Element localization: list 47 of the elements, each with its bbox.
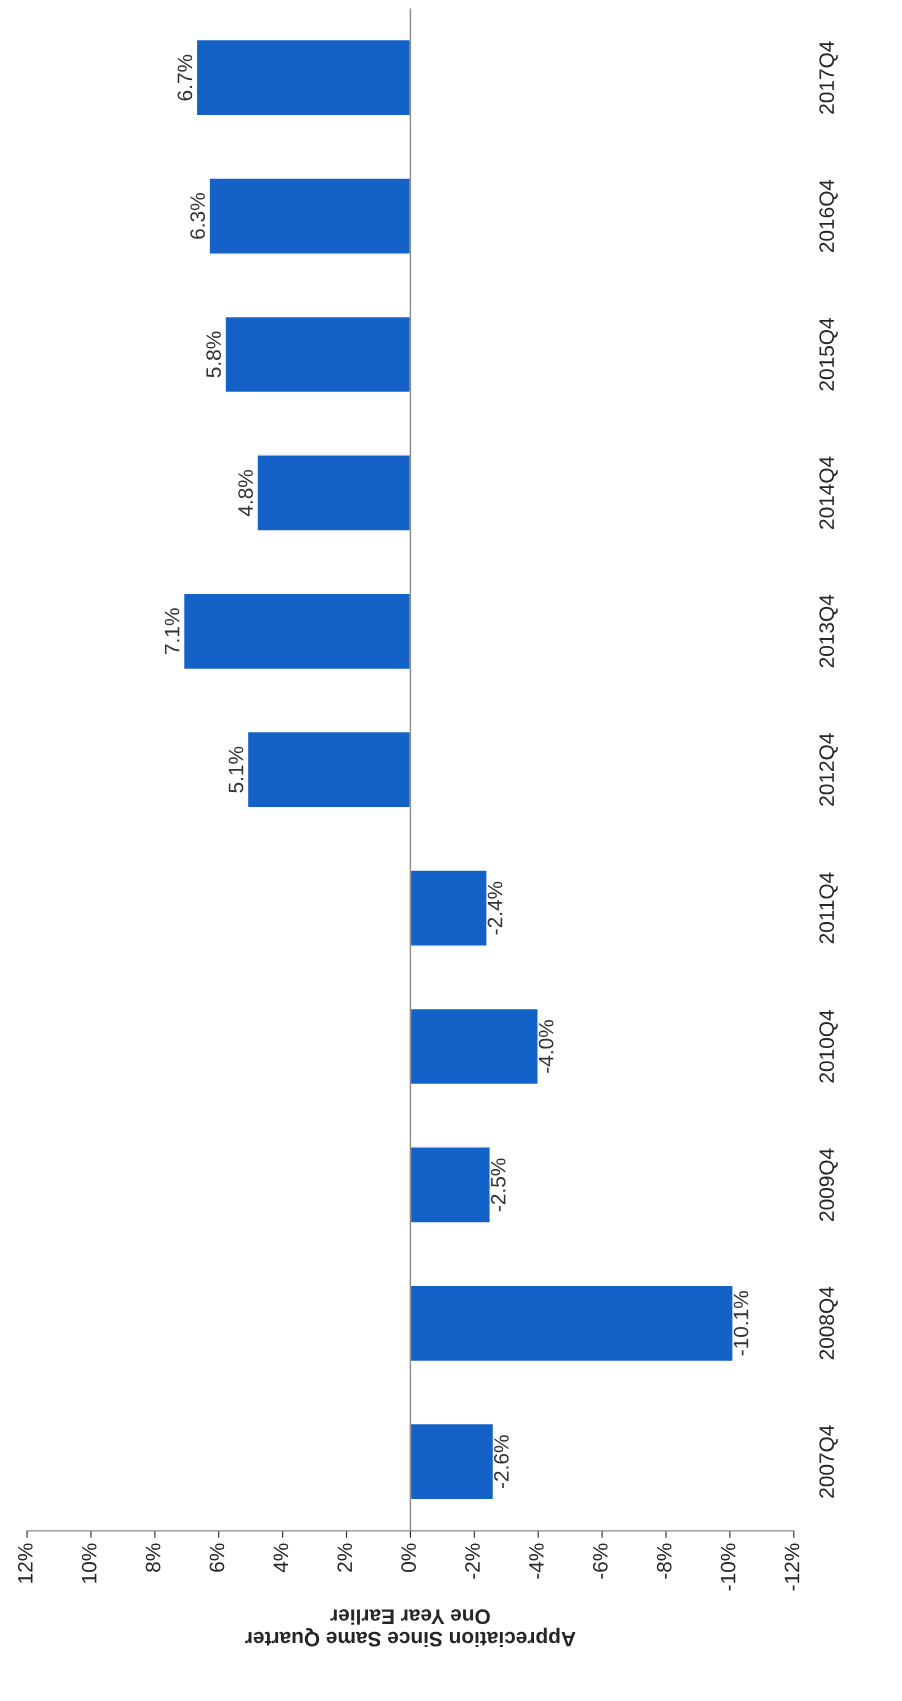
bar xyxy=(409,1146,491,1224)
x-tick-label: 4% xyxy=(273,1543,289,1573)
data-label: -4.0% xyxy=(538,1020,554,1073)
bar xyxy=(409,1007,539,1086)
x-tick-label: 2% xyxy=(337,1543,353,1572)
x-tick-label: -4% xyxy=(529,1543,544,1579)
data-label: 6.7% xyxy=(177,54,193,101)
x-tick-label: -12% xyxy=(784,1543,800,1591)
y-tick-label: 2007Q4 xyxy=(819,1425,838,1498)
data-label: 5.8% xyxy=(206,331,222,378)
data-label: -2.5% xyxy=(490,1158,506,1212)
y-tick-label: 2012Q4 xyxy=(819,733,838,806)
x-tick-label: 8% xyxy=(145,1543,161,1572)
x-tick-label: 0% xyxy=(401,1543,416,1572)
y-tick-label: 2011Q4 xyxy=(819,872,838,944)
x-axis-title: Appreciation Since Same Quarter One Year Earlier xyxy=(245,1609,576,1648)
y-tick-label: 2015Q4 xyxy=(819,318,838,391)
y-tick-label: 2009Q4 xyxy=(819,1148,838,1221)
bar xyxy=(256,454,412,532)
x-tick-label: 12% xyxy=(17,1543,33,1583)
x-tick-label: -8% xyxy=(656,1543,672,1579)
data-label: 5.1% xyxy=(228,746,244,793)
y-tick-label: 2016Q4 xyxy=(819,179,838,253)
data-label: -2.4% xyxy=(487,881,503,935)
y-tick-label: 2010Q4 xyxy=(819,1010,838,1083)
data-label: 7.1% xyxy=(164,608,180,654)
y-tick-label: 2017Q4 xyxy=(819,41,838,114)
x-tick-label: -2% xyxy=(465,1543,480,1579)
bar xyxy=(224,315,412,394)
x-tick-label: 10% xyxy=(81,1543,97,1583)
bar xyxy=(246,730,412,809)
bar xyxy=(409,869,488,947)
bar xyxy=(409,1422,495,1501)
x-tick-label: 6% xyxy=(209,1543,225,1572)
y-tick-label: 2014Q4 xyxy=(819,456,838,529)
x-tick-label: -10% xyxy=(720,1543,736,1591)
x-tick-label: -6% xyxy=(592,1543,608,1579)
data-label: -10.1% xyxy=(733,1291,749,1356)
y-tick-label: 2013Q4 xyxy=(819,594,838,668)
bar xyxy=(409,1284,734,1363)
y-tick-label: 2008Q4 xyxy=(819,1286,838,1360)
bar xyxy=(208,177,412,255)
data-label: 4.8% xyxy=(238,469,253,517)
bar xyxy=(195,38,412,117)
data-label: 6.3% xyxy=(190,193,206,239)
bar xyxy=(182,592,412,671)
data-label: -2.6% xyxy=(494,1435,509,1488)
